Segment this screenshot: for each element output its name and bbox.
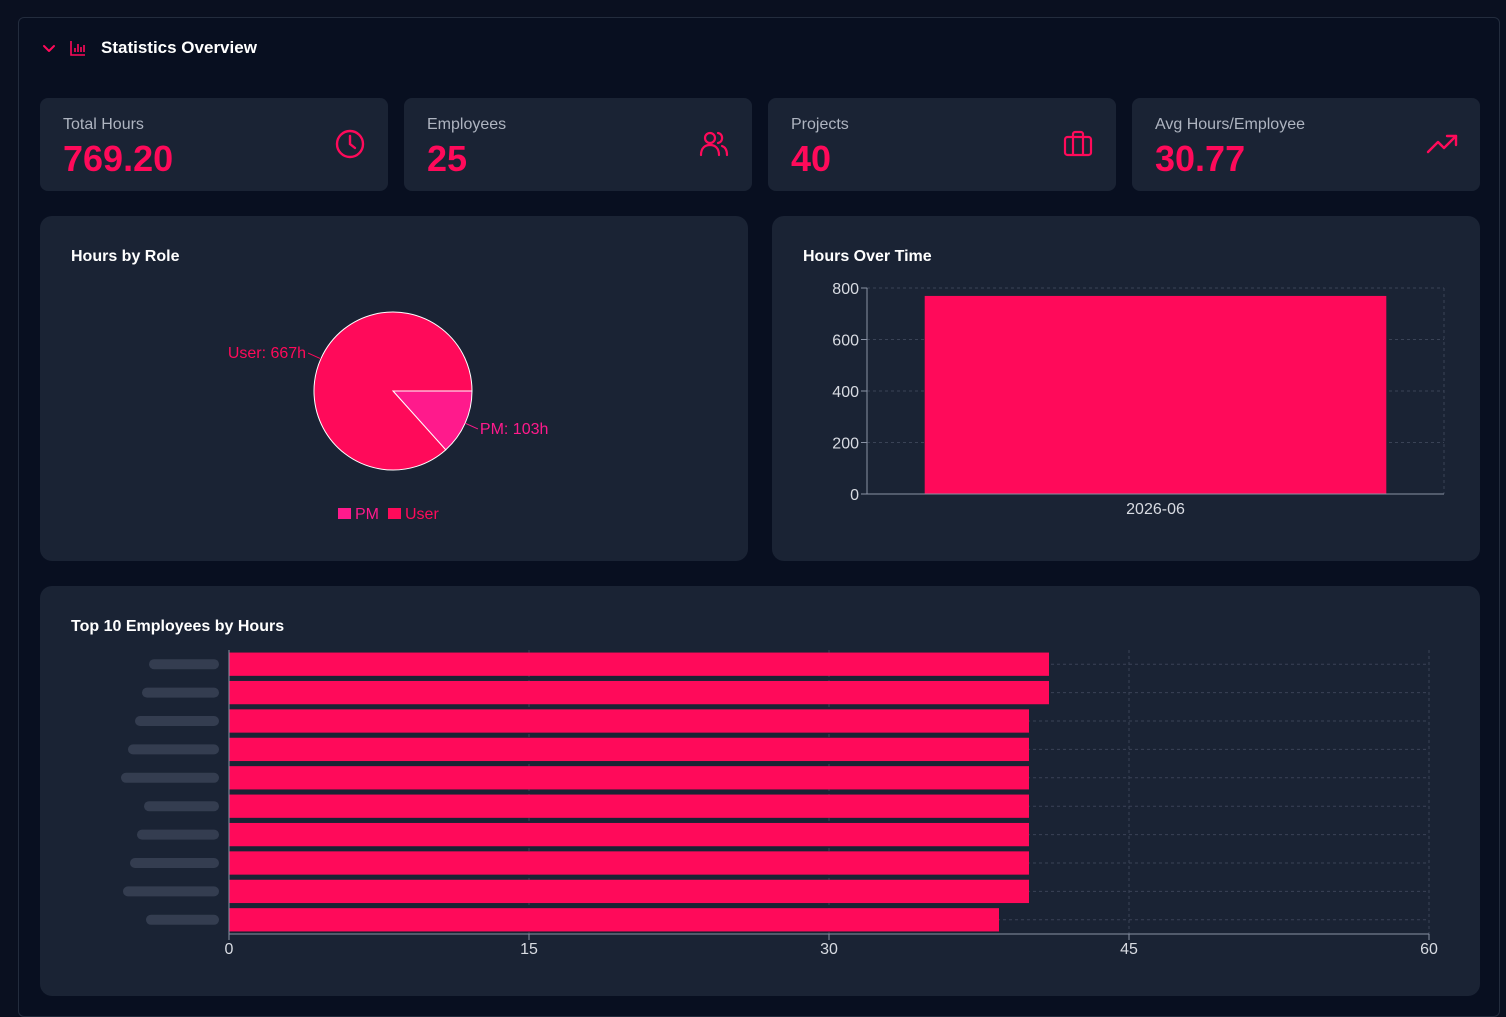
hours-by-role-card: Hours by Role PM: 103h User: 667h PM User — [40, 216, 748, 561]
y-category-label-obscured — [146, 914, 219, 925]
bar — [229, 709, 1029, 733]
pie-chart: PM: 103h User: 667h PM User — [228, 311, 548, 523]
legend-swatch — [338, 508, 351, 519]
bar — [229, 766, 1029, 790]
y-category-label-obscured — [144, 801, 219, 812]
bar — [229, 851, 1029, 875]
stat-value: 40 — [791, 138, 832, 179]
y-category-label-obscured — [128, 744, 219, 755]
clock-icon — [335, 129, 365, 159]
stat-value: 30.77 — [1155, 138, 1246, 179]
pie-label-line — [307, 352, 322, 360]
chart-title: Hours Over Time — [803, 248, 932, 265]
bar — [229, 822, 1029, 847]
chevron-down-icon[interactable] — [41, 40, 57, 56]
bar — [229, 737, 1029, 762]
x-tick-label: 60 — [1420, 941, 1438, 958]
stat-card-employees: Employees 25 — [404, 98, 752, 191]
y-category-label-obscured — [121, 772, 219, 783]
stat-label: Projects — [791, 116, 849, 133]
legend-label: PM — [355, 506, 379, 523]
horizontal-bar-chart: 0 15 30 45 60 — [121, 650, 1438, 958]
bar — [924, 295, 1387, 494]
hours-over-time-card: Hours Over Time 0 200 400 600 800 2026-06 — [772, 216, 1480, 561]
y-category-label-obscured — [135, 716, 219, 726]
bar — [229, 652, 1049, 676]
bar-chart-icon — [70, 41, 85, 56]
stat-value: 769.20 — [63, 138, 174, 179]
chart-title: Top 10 Employees by Hours — [71, 618, 285, 635]
x-tick-label: 0 — [225, 941, 234, 958]
x-tick-label: 30 — [820, 941, 838, 958]
y-tick-label: 0 — [850, 487, 859, 504]
bar-chart: 0 200 400 600 800 2026-06 — [832, 281, 1445, 518]
y-category-label-obscured — [130, 858, 219, 868]
pie-slice-pm — [391, 390, 473, 451]
users-icon — [699, 131, 729, 157]
y-tick-label: 600 — [832, 333, 859, 350]
x-tick-label: 2026-06 — [1126, 501, 1185, 518]
stat-card-projects: Projects 40 — [768, 98, 1116, 191]
stat-label: Total Hours — [63, 116, 144, 133]
stat-label: Avg Hours/Employee — [1155, 116, 1305, 133]
y-tick-label: 200 — [832, 436, 859, 453]
pie-label-line — [464, 422, 479, 430]
y-tick-label: 800 — [832, 281, 859, 298]
y-category-label-obscured — [123, 886, 219, 897]
briefcase-icon — [1063, 130, 1093, 157]
section-title: Statistics Overview — [101, 38, 257, 57]
y-category-label-obscured — [142, 687, 219, 698]
legend-label: User — [405, 506, 439, 523]
statistics-overview-header[interactable]: Statistics Overview — [41, 38, 257, 58]
stat-card-total-hours: Total Hours 769.20 — [40, 98, 388, 191]
stat-label: Employees — [427, 116, 507, 133]
statistics-overview-panel: Statistics Overview Total Hours 769.20 E… — [18, 17, 1500, 1017]
top-employees-card: Top 10 Employees by Hours 0 15 30 45 60 — [40, 586, 1480, 996]
legend-swatch — [388, 508, 401, 519]
pie-slice-user — [313, 311, 473, 471]
pie-slice-label: User: 667h — [228, 345, 306, 362]
trending-up-icon — [1426, 134, 1458, 154]
chart-title: Hours by Role — [71, 248, 180, 265]
y-category-label-obscured — [149, 659, 219, 670]
pie-slice-label: PM: 103h — [480, 421, 548, 438]
x-tick-label: 15 — [520, 941, 538, 958]
bar — [229, 794, 1029, 818]
bar — [229, 680, 1049, 705]
bar — [229, 908, 999, 932]
y-tick-label: 400 — [832, 384, 859, 401]
x-tick-label: 45 — [1120, 941, 1138, 958]
stat-value: 25 — [427, 138, 468, 179]
y-category-label-obscured — [137, 829, 219, 840]
bar — [229, 879, 1029, 904]
stat-card-avg-hours: Avg Hours/Employee 30.77 — [1132, 98, 1480, 191]
